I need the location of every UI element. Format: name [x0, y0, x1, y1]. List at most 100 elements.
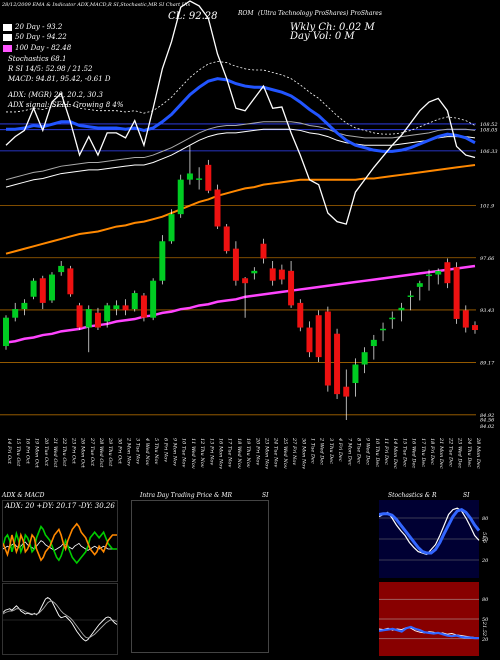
- header-date-line: 28/12/2009 EMA & Indicator ADX,MACD,R SI…: [2, 2, 191, 8]
- candle-body: [58, 265, 65, 273]
- date-label: 23 Wed Dec: [457, 437, 463, 468]
- candle-body: [48, 274, 55, 301]
- price-level-label: 106.33: [480, 149, 498, 155]
- legend-ema50: 50 Day - 94.22: [15, 33, 67, 41]
- date-label: 20 Fri Nov: [254, 437, 260, 465]
- intraday-panel-title: Intra Day Trading Price & MR: [140, 492, 233, 499]
- date-label: 23 Fri Oct: [70, 437, 76, 465]
- candle-body: [361, 352, 368, 365]
- price-level-label: 89.17: [480, 360, 495, 366]
- candle-body: [269, 268, 276, 281]
- date-label: 6 Fri Nov: [162, 438, 168, 462]
- date-label: 10 Thu Dec: [374, 438, 380, 467]
- date-label: 28 Wed Oct: [98, 437, 104, 468]
- price-level-label: 108.52: [480, 122, 498, 128]
- legend-ema100-swatch: [3, 45, 12, 52]
- date-label: 30 Mon Nov: [300, 438, 306, 469]
- date-label: 29 Thu Oct: [107, 437, 113, 467]
- adx-panel: [2, 500, 118, 582]
- stoch-panel-title: Stochastics & R: [388, 492, 437, 499]
- date-label: 4 Wed Nov: [144, 437, 150, 466]
- candle-body: [315, 315, 322, 358]
- legend-ema20-swatch: [3, 24, 12, 31]
- price-level-label: 84.92: [480, 413, 494, 419]
- date-label: 13 Fri Nov: [208, 438, 214, 465]
- date-label: 27 Tue Oct: [89, 437, 95, 467]
- candle-body: [3, 317, 9, 347]
- adx-signal: ADX signal: SELL Growing 8 4%: [8, 101, 124, 109]
- stochastics-value: Stochastics 68.1: [8, 55, 67, 63]
- candle-body: [472, 325, 478, 331]
- adx-panel-title: ADX & MACD: [2, 492, 45, 499]
- candle-body: [426, 274, 433, 277]
- macd-series-signal: [3, 600, 117, 639]
- candle-body: [30, 280, 37, 297]
- candle-body: [104, 305, 111, 322]
- date-label: 16 Wed Dec: [411, 438, 417, 468]
- date-label: 15 Tue Dec: [401, 438, 407, 467]
- date-label: 2 Wed Dec: [319, 437, 325, 465]
- date-label: 16 Mon Nov: [218, 438, 224, 469]
- day-volume: Day Vol: 0 M: [290, 31, 355, 42]
- price-level-label: 101.9: [480, 204, 495, 210]
- close-line: [5, 0, 476, 225]
- candle-body: [370, 339, 377, 347]
- candle-body: [334, 333, 341, 395]
- candle-body: [389, 317, 396, 320]
- date-label: 24 Tue Nov: [273, 437, 279, 467]
- candle-body: [113, 305, 120, 310]
- candle-body: [12, 309, 19, 318]
- ema200-line: [5, 264, 476, 344]
- candle-body: [416, 283, 423, 287]
- signal-line: [6, 60, 476, 135]
- candle-body: [214, 189, 221, 227]
- adx-value: ADX: (MGR) 20, 20.2, 30.3: [8, 91, 103, 99]
- candle-body: [278, 269, 285, 280]
- ema50-line: [5, 128, 476, 188]
- adx-panel-values: ADX: 20 +DY: 20.17 -DY: 30.26: [5, 502, 115, 510]
- candle-body: [150, 280, 157, 318]
- intraday-panel: [131, 500, 269, 653]
- stoch-panel-si: SI: [463, 492, 470, 499]
- date-label: 21 Mon Dec: [438, 437, 444, 469]
- candle-body: [288, 270, 295, 306]
- candle-body: [462, 310, 469, 328]
- candle-body: [324, 311, 331, 386]
- ema100-line: [5, 163, 476, 255]
- candle-body: [242, 278, 249, 284]
- date-label: 21 Wed Oct: [52, 437, 58, 468]
- candle-body: [159, 241, 166, 281]
- legend-ema50-swatch: [3, 34, 12, 41]
- date-label: 1 Tue Dec: [309, 438, 315, 464]
- date-label: 23 Mon Nov: [263, 437, 269, 469]
- date-label: 11 Wed Nov: [190, 438, 196, 469]
- stoch-axis-label: 80: [482, 516, 489, 522]
- date-label: 14 Mon Dec: [392, 438, 398, 469]
- candle-body: [122, 305, 129, 311]
- date-label: 19 Mon Oct: [34, 438, 40, 469]
- date-label: 28 Mon Dec: [475, 437, 481, 469]
- candle-body: [177, 179, 184, 215]
- rsi-value: R SI 14/5: 52.98 / 21.52: [8, 65, 93, 73]
- close-price: CL: 92.28: [168, 11, 218, 22]
- date-label: 17 Thu Dec: [420, 438, 426, 467]
- candle-body: [21, 302, 28, 310]
- legend-ema20: 20 Day - 93.2: [15, 23, 63, 31]
- candle-body: [444, 262, 451, 284]
- candle-body: [435, 270, 442, 275]
- date-label: 26 Mon Oct: [80, 437, 86, 469]
- date-label: 30 Fri Oct: [116, 438, 122, 465]
- price-level-label: 84.56: [480, 417, 495, 423]
- date-label: 8 Tue Dec: [355, 438, 361, 464]
- candle-body: [39, 278, 46, 303]
- date-label: 22 Tue Dec: [447, 437, 453, 467]
- adx-series-dy: [3, 522, 117, 562]
- adx-series-dy: [3, 525, 117, 565]
- date-label: 24 Thu Dec: [466, 437, 472, 467]
- date-label: 2 Mon Nov: [126, 437, 132, 466]
- macd-panel: [2, 583, 118, 655]
- date-label: 9 Mon Nov: [172, 438, 178, 466]
- rsi-axis-label: 20: [481, 637, 489, 643]
- date-label: 18 Fri Dec: [429, 438, 435, 465]
